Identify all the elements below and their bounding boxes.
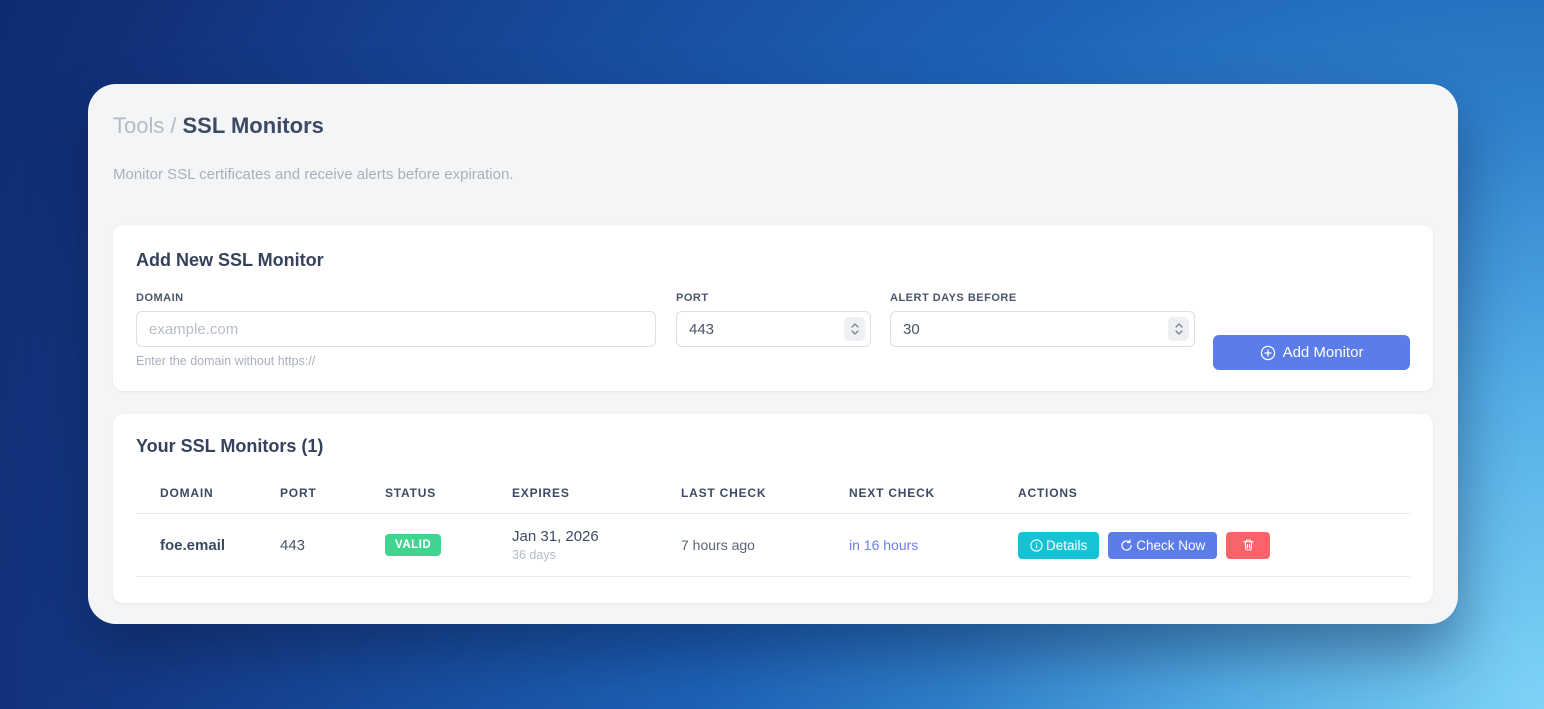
col-last-check: LAST CHECK (681, 472, 849, 514)
page-title: SSL Monitors (182, 113, 324, 138)
alert-days-field: ALERT DAYS BEFORE (890, 292, 1195, 347)
refresh-icon (1120, 538, 1133, 552)
row-actions: Details Check Now (1018, 531, 1410, 559)
trash-icon (1242, 538, 1255, 552)
add-monitor-card: Add New SSL Monitor DOMAIN Enter the dom… (113, 225, 1433, 391)
check-now-button[interactable]: Check Now (1108, 531, 1218, 559)
monitor-domain: foe.email (136, 513, 280, 577)
monitors-table: DOMAIN PORT STATUS EXPIRES LAST CHECK NE… (136, 472, 1410, 577)
check-now-label: Check Now (1136, 537, 1206, 553)
monitor-port: 443 (280, 513, 385, 577)
breadcrumb-separator: / (170, 113, 177, 138)
chevron-down-icon (1174, 330, 1183, 335)
col-port: PORT (280, 472, 385, 514)
breadcrumb: Tools / SSL Monitors (113, 112, 1433, 140)
form-row: DOMAIN Enter the domain without https://… (136, 292, 1410, 370)
alert-days-stepper[interactable] (1168, 317, 1189, 341)
port-field: PORT (676, 292, 871, 347)
port-label: PORT (676, 292, 709, 304)
monitors-title: Your SSL Monitors (1) (136, 436, 324, 456)
port-stepper[interactable] (844, 317, 865, 341)
domain-input[interactable] (136, 311, 656, 347)
col-status: STATUS (385, 472, 512, 514)
add-monitor-button[interactable]: Add Monitor (1213, 335, 1410, 370)
page-subtitle: Monitor SSL certificates and receive ale… (113, 166, 514, 183)
add-monitor-label: Add Monitor (1282, 344, 1364, 361)
expires-remaining: 36 days (512, 548, 556, 562)
monitors-card: Your SSL Monitors (1) DOMAIN PORT STATUS… (113, 414, 1433, 603)
ssl-monitors-panel: Tools / SSL Monitors Monitor SSL certifica… (88, 84, 1458, 624)
chevron-down-icon (850, 330, 859, 335)
plus-circle-icon (1260, 345, 1276, 361)
domain-label: DOMAIN (136, 292, 184, 304)
col-next-check: NEXT CHECK (849, 472, 1018, 514)
expires-date: Jan 31, 2026 (512, 528, 599, 545)
info-circle-icon (1030, 538, 1043, 552)
domain-field: DOMAIN Enter the domain without https:// (136, 292, 656, 368)
table-header-row: DOMAIN PORT STATUS EXPIRES LAST CHECK NE… (136, 472, 1410, 514)
col-actions: ACTIONS (1018, 472, 1410, 514)
monitor-row: foe.email 443 VALID Jan 31, 2026 36 days… (136, 513, 1410, 577)
port-input[interactable] (676, 311, 871, 347)
alert-days-label: ALERT DAYS BEFORE (890, 292, 1017, 304)
form-title: Add New SSL Monitor (136, 250, 324, 270)
delete-button[interactable] (1226, 531, 1271, 559)
status-badge: VALID (385, 534, 442, 556)
col-expires: EXPIRES (512, 472, 681, 514)
col-domain: DOMAIN (136, 472, 280, 514)
last-check: 7 hours ago (681, 513, 849, 577)
alert-days-input[interactable] (890, 311, 1195, 347)
next-check: in 16 hours (849, 513, 1018, 577)
details-label: Details (1046, 537, 1088, 553)
chevron-up-icon (1174, 323, 1183, 328)
domain-hint: Enter the domain without https:// (136, 354, 316, 368)
chevron-up-icon (850, 323, 859, 328)
details-button[interactable]: Details (1018, 531, 1100, 559)
breadcrumb-tools[interactable]: Tools (113, 113, 165, 138)
